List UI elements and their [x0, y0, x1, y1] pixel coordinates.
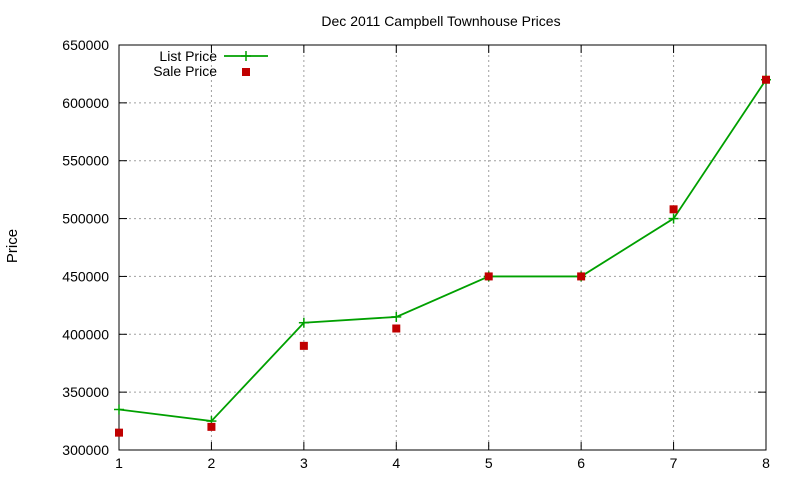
x-tick-label: 8: [762, 455, 770, 471]
chart-title: Dec 2011 Campbell Townhouse Prices: [321, 13, 560, 29]
list-price-point: [114, 404, 124, 415]
series-sale-price: [115, 75, 770, 437]
x-tick-label: 7: [670, 455, 678, 471]
series-layer: [114, 74, 771, 437]
list-price-line: [118, 79, 767, 423]
y-tick-label: 300000: [62, 442, 109, 458]
grid-lines: [119, 45, 766, 450]
legend-label-sale-price: Sale Price: [153, 63, 217, 79]
series-list-price: [114, 74, 771, 427]
y-tick-label: 550000: [62, 153, 109, 169]
list-price-point: [391, 311, 402, 322]
y-axis-label: Price: [4, 229, 21, 263]
axis-ticks: 300000 350000 400000 450000 500000 550000 6000…: [62, 37, 770, 471]
x-tick-label: 4: [392, 455, 400, 471]
legend-marker-list-price: [241, 51, 251, 61]
x-tick-label: 2: [208, 455, 216, 471]
sale-price-point: [577, 272, 586, 281]
legend-label-list-price: List Price: [159, 48, 217, 64]
list-price-point: [298, 317, 309, 328]
sale-price-point: [484, 272, 493, 281]
x-tick-label: 5: [485, 455, 493, 471]
sale-price-point: [762, 75, 770, 84]
y-tick-label: 450000: [62, 268, 109, 284]
x-tick-label: 1: [115, 455, 123, 471]
x-tick-label: 3: [300, 455, 308, 471]
y-tick-label: 400000: [62, 326, 109, 342]
sale-price-point: [669, 205, 678, 214]
y-tick-label: 500000: [62, 211, 109, 227]
y-tick-label: 350000: [62, 384, 109, 400]
sale-price-point: [207, 422, 216, 431]
plot-frame: [118, 44, 767, 451]
sale-price-point: [392, 324, 401, 333]
sale-price-point: [299, 341, 308, 350]
y-tick-label: 650000: [62, 37, 109, 53]
sale-price-point: [115, 428, 123, 437]
x-tick-label: 6: [577, 455, 585, 471]
y-tick-label: 600000: [62, 95, 109, 111]
list-price-point: [668, 213, 679, 224]
legend-marker-sale-price: [242, 68, 250, 76]
